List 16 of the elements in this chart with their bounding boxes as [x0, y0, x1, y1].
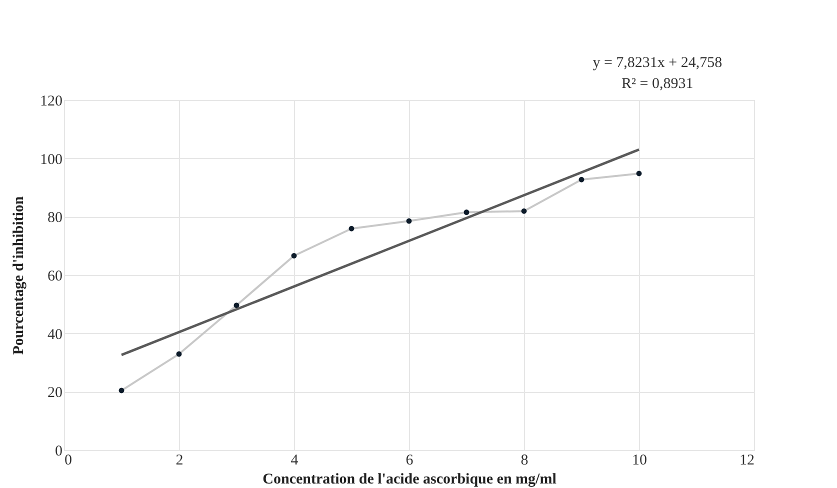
y-tick-label: 40: [48, 326, 62, 343]
x-tick-label: 8: [520, 452, 528, 468]
text: y = 7,8231x + 24,758: [592, 55, 722, 71]
text: R² = 0,8931: [622, 76, 694, 92]
x-tick-label: 6: [406, 452, 414, 468]
x-axis-title: Concentration de l'acide ascorbique en mg/ml: [262, 472, 556, 488]
x-tick-label: 12: [740, 452, 754, 468]
y-tick-label: 20: [48, 385, 62, 402]
x-tick-label: 10: [632, 452, 647, 468]
y-tick-label: 60: [48, 268, 62, 284]
y-tick-label: 120: [40, 94, 62, 110]
y-axis-title: Pourcentage d'inhibition: [11, 196, 27, 355]
x-tick-label: 2: [176, 452, 184, 468]
y-tick-label: 80: [48, 210, 62, 226]
y-tick-label: 100: [40, 152, 62, 168]
x-tick-label: 4: [290, 452, 299, 468]
